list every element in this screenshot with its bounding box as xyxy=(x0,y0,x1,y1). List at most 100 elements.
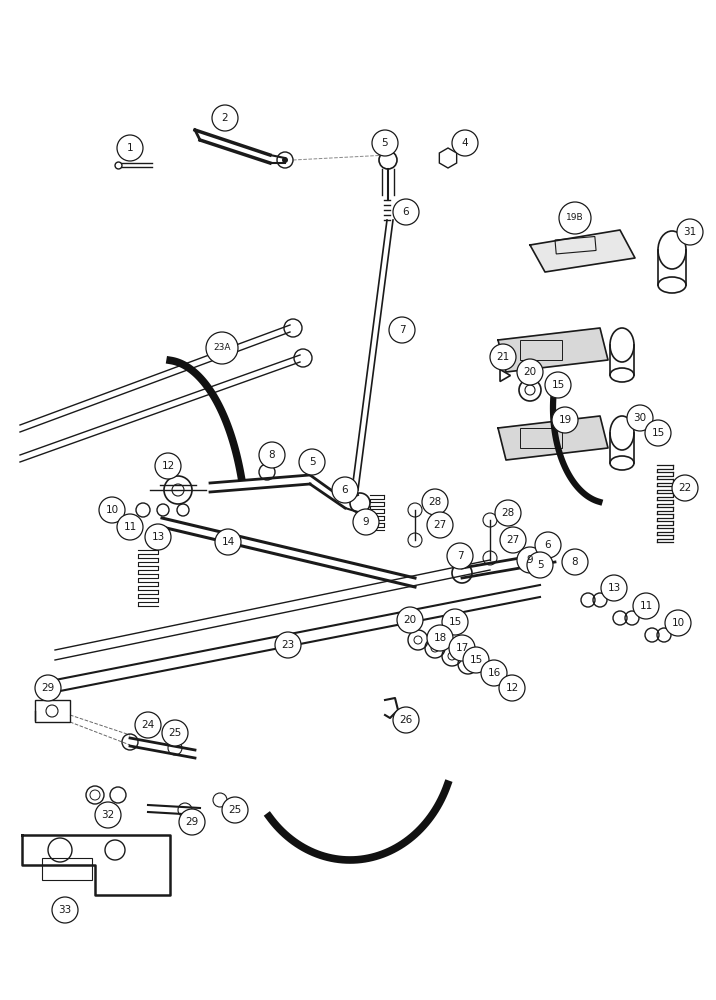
Circle shape xyxy=(215,529,241,555)
Text: 14: 14 xyxy=(221,537,235,547)
Text: 33: 33 xyxy=(59,905,72,915)
Circle shape xyxy=(393,707,419,733)
Text: 13: 13 xyxy=(607,583,621,593)
Circle shape xyxy=(463,647,489,673)
Circle shape xyxy=(332,477,358,503)
Text: 6: 6 xyxy=(342,485,348,495)
Text: 6: 6 xyxy=(402,207,410,217)
Text: 11: 11 xyxy=(123,522,137,532)
Circle shape xyxy=(527,552,553,578)
Bar xyxy=(42,858,92,880)
Circle shape xyxy=(481,660,507,686)
Circle shape xyxy=(259,442,285,468)
Circle shape xyxy=(222,797,248,823)
Polygon shape xyxy=(530,230,635,272)
Circle shape xyxy=(155,453,181,479)
Circle shape xyxy=(206,332,238,364)
Text: 15: 15 xyxy=(448,617,462,627)
Circle shape xyxy=(601,575,627,601)
Text: 24: 24 xyxy=(141,720,155,730)
Text: 16: 16 xyxy=(488,668,500,678)
Circle shape xyxy=(559,202,591,234)
Circle shape xyxy=(447,543,473,569)
Bar xyxy=(520,428,562,448)
Circle shape xyxy=(162,720,188,746)
Text: 1: 1 xyxy=(127,143,133,153)
Circle shape xyxy=(452,130,478,156)
Text: 10: 10 xyxy=(672,618,684,628)
Text: 5: 5 xyxy=(309,457,315,467)
Circle shape xyxy=(490,344,516,370)
Circle shape xyxy=(495,500,521,526)
Circle shape xyxy=(665,610,691,636)
Text: 25: 25 xyxy=(228,805,241,815)
Circle shape xyxy=(627,405,653,431)
Circle shape xyxy=(99,497,125,523)
Circle shape xyxy=(535,532,561,558)
Circle shape xyxy=(562,549,588,575)
Text: 8: 8 xyxy=(571,557,579,567)
Circle shape xyxy=(645,420,671,446)
Text: 7: 7 xyxy=(399,325,405,335)
Text: 9: 9 xyxy=(527,555,533,565)
Circle shape xyxy=(353,509,379,535)
Circle shape xyxy=(393,199,419,225)
Circle shape xyxy=(179,809,205,835)
Circle shape xyxy=(397,607,423,633)
Text: 15: 15 xyxy=(551,380,565,390)
Text: 20: 20 xyxy=(523,367,536,377)
Text: 32: 32 xyxy=(102,810,115,820)
Circle shape xyxy=(517,547,543,573)
Circle shape xyxy=(35,675,61,701)
Text: 6: 6 xyxy=(545,540,551,550)
Text: 4: 4 xyxy=(462,138,468,148)
Circle shape xyxy=(52,897,78,923)
Polygon shape xyxy=(498,328,608,372)
Circle shape xyxy=(500,527,526,553)
Text: 19B: 19B xyxy=(566,214,584,223)
Text: 30: 30 xyxy=(634,413,647,423)
Circle shape xyxy=(545,372,571,398)
Text: 9: 9 xyxy=(363,517,369,527)
Circle shape xyxy=(299,449,325,475)
Circle shape xyxy=(672,475,698,501)
Text: 12: 12 xyxy=(505,683,518,693)
Text: 29: 29 xyxy=(185,817,198,827)
Text: 25: 25 xyxy=(168,728,182,738)
Circle shape xyxy=(427,512,453,538)
Text: 12: 12 xyxy=(161,461,175,471)
Text: 28: 28 xyxy=(501,508,515,518)
Circle shape xyxy=(449,635,475,661)
Text: 23: 23 xyxy=(281,640,294,650)
Text: 23A: 23A xyxy=(213,344,231,353)
Circle shape xyxy=(117,135,143,161)
Text: 19: 19 xyxy=(558,415,571,425)
Circle shape xyxy=(282,157,288,163)
Text: 10: 10 xyxy=(105,505,119,515)
Circle shape xyxy=(499,675,525,701)
Text: 27: 27 xyxy=(433,520,447,530)
Text: 27: 27 xyxy=(506,535,520,545)
Text: 15: 15 xyxy=(470,655,483,665)
Text: 7: 7 xyxy=(457,551,463,561)
Polygon shape xyxy=(498,416,608,460)
Text: 17: 17 xyxy=(455,643,469,653)
Bar xyxy=(555,237,596,254)
Text: 18: 18 xyxy=(433,633,447,643)
Circle shape xyxy=(275,632,301,658)
Text: 5: 5 xyxy=(537,560,543,570)
Circle shape xyxy=(117,514,143,540)
Circle shape xyxy=(145,524,171,550)
Circle shape xyxy=(442,609,468,635)
Circle shape xyxy=(212,105,238,131)
Circle shape xyxy=(422,489,448,515)
Text: 20: 20 xyxy=(403,615,417,625)
Circle shape xyxy=(552,407,578,433)
Text: 15: 15 xyxy=(652,428,664,438)
Circle shape xyxy=(95,802,121,828)
Text: 11: 11 xyxy=(639,601,652,611)
Text: 29: 29 xyxy=(42,683,54,693)
Circle shape xyxy=(677,219,703,245)
Text: 28: 28 xyxy=(428,497,442,507)
Circle shape xyxy=(135,712,161,738)
